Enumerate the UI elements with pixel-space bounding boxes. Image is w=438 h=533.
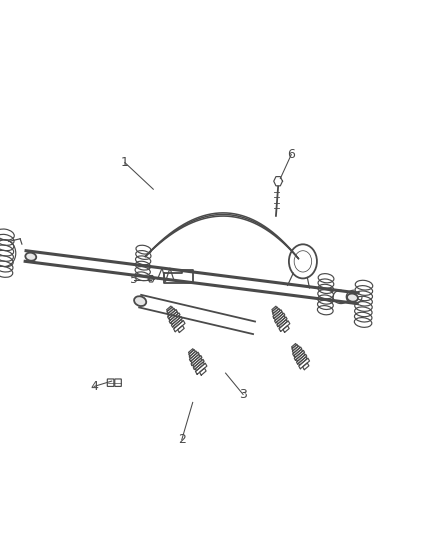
Text: 5: 5 bbox=[130, 273, 138, 286]
Text: 2: 2 bbox=[178, 433, 186, 446]
Text: 6: 6 bbox=[287, 148, 295, 161]
Ellipse shape bbox=[25, 253, 36, 261]
Text: 1: 1 bbox=[121, 156, 129, 169]
Ellipse shape bbox=[347, 294, 358, 302]
Text: 4: 4 bbox=[90, 380, 98, 393]
Text: 3: 3 bbox=[239, 388, 247, 401]
Ellipse shape bbox=[134, 296, 146, 306]
